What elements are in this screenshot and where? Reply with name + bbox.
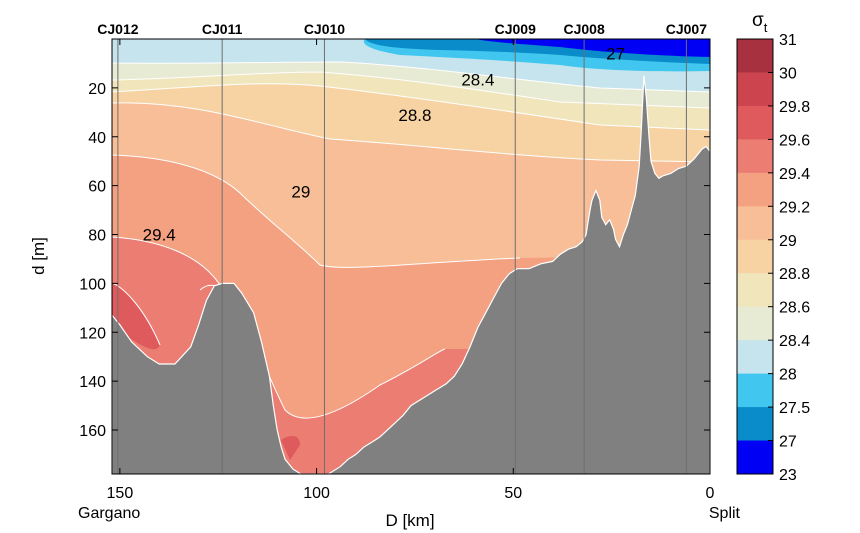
station-label: CJ011 [202,21,243,37]
colorbar-segment [737,340,773,375]
station-label: CJ012 [97,21,138,37]
x-tick-label: 100 [303,485,330,502]
plot-frame [111,38,711,475]
y-tick-label: 60 [88,179,106,196]
contour-label: 29.4 [143,226,176,245]
band-29.6-bottom [281,435,300,460]
y-tick-label: 140 [79,374,106,391]
colorbar-segment [737,373,773,408]
colorbar-segment [737,39,773,73]
y-tick-label: 40 [88,130,106,147]
y-tick-label: 160 [79,423,106,440]
colorbar-segment [737,273,773,308]
colorbar-tick-label: 29.2 [779,199,810,216]
station-label: CJ007 [666,21,707,37]
x-tick-label: 0 [706,485,715,502]
colorbar-tick-label: 28.6 [779,300,810,317]
station-label: CJ010 [304,21,345,37]
contour-label: 28.4 [461,70,494,89]
contour-labels: 27 28.4 28.8 29 29.4 [143,45,625,245]
x-axis-label: D [km] [385,511,434,530]
colorbar-tick-label: 29 [779,233,797,250]
x-tick-label: 150 [107,485,134,502]
y-axis-ticks: 20 40 60 80 100 120 140 160 [79,81,710,440]
contour-lines [112,61,710,419]
colorbar-segment [737,239,773,274]
contour-label: 29 [291,183,310,202]
x-axis-ticks: 150 100 50 0 [107,39,715,502]
station-markers: CJ012 CJ011 CJ010 CJ009 CJ008 CJ007 [97,21,707,474]
colorbar-segment [737,72,773,107]
colorbar-segment [737,139,773,174]
colorbar-frame [736,38,774,475]
x-end-label-left: Gargano [78,505,140,522]
station-label: CJ009 [495,21,536,37]
colorbar-segment [737,105,773,140]
y-axis-label: d [m] [29,237,48,275]
contour-label: 27 [606,45,625,64]
y-tick-label: 100 [79,276,106,293]
colorbar-segment [737,172,773,207]
colorbar-tick-label: 29.6 [779,132,810,149]
colorbar: 31 30 29.8 29.6 29.4 29.2 29 28.8 28.6 28.4 28 27.5… [736,32,810,484]
colorbar-tick-label: 28.4 [779,333,810,350]
colorbar-tick-label: 23 [779,467,797,484]
colorbar-tick-label: 27 [779,434,797,451]
y-tick-label: 20 [88,81,106,98]
contour-label: 28.8 [398,106,431,125]
station-label: CJ008 [563,21,604,37]
colorbar-tick-label: 28.8 [779,266,810,283]
x-tick-label: 50 [504,485,522,502]
seafloor-bathymetry [112,75,710,474]
colorbar-tick-label: 27.5 [779,400,810,417]
x-end-label-right: Split [709,505,741,522]
colorbar-tick-label: 29.8 [779,99,810,116]
band-23 [475,39,710,57]
colorbar-tick-label: 28 [779,367,797,384]
colorbar-segment [737,407,773,442]
colorbar-tick-label: 31 [779,32,797,49]
colorbar-title: σt [752,10,768,35]
colorbar-segment [737,206,773,241]
colorbar-segment [737,306,773,341]
colorbar-tick-label: 29.4 [779,166,810,183]
y-tick-label: 120 [79,325,106,342]
y-tick-label: 80 [88,228,106,245]
colorbar-tick-label: 30 [779,65,797,82]
colorbar-segment [737,440,773,475]
